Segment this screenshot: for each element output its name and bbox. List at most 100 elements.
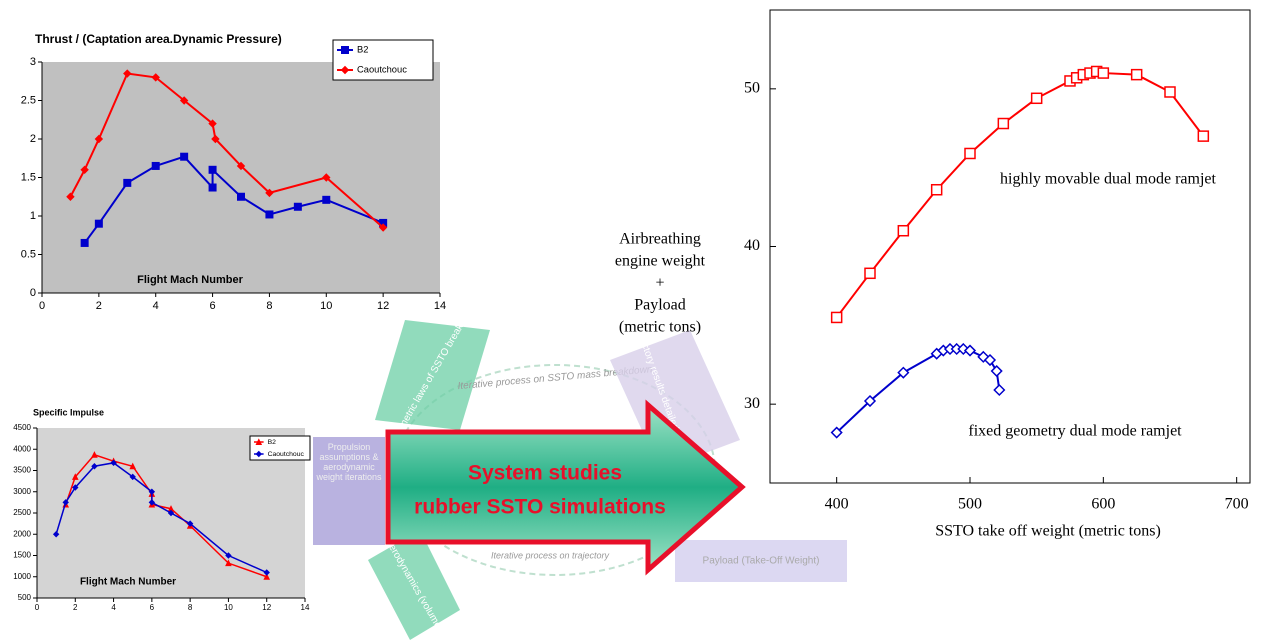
marker: [148, 499, 156, 506]
x-axis-label: Flight Mach Number: [80, 577, 176, 588]
center-arrow: [385, 399, 746, 576]
marker: [322, 173, 331, 182]
legend-box: [332, 39, 434, 81]
marker: [830, 426, 843, 439]
marker: [964, 147, 976, 160]
trajectory-box: [610, 330, 740, 470]
x-tick-label: 12: [377, 300, 389, 312]
chart: 400 500 600 700 30 40 50 SSTO take off weight (…: [615, 9, 1251, 540]
marker: [186, 520, 194, 527]
payload-box: [675, 540, 847, 582]
x-tick-label: 0: [39, 300, 45, 312]
marker: [151, 73, 160, 82]
series-line: [835, 347, 1001, 434]
marker: [1030, 92, 1043, 105]
y-tick-label: 3500: [13, 466, 31, 475]
marker: [71, 473, 79, 480]
marker: [123, 178, 132, 187]
aero-box: [368, 530, 460, 640]
marker: [993, 383, 1006, 397]
y-axis-label: engine weight: [615, 253, 706, 270]
x-tick-label: 400: [825, 496, 849, 513]
marker: [930, 183, 943, 196]
legend-marker: [340, 65, 350, 75]
marker: [123, 69, 132, 78]
annotation: highly movable dual mode ramjet: [1000, 171, 1217, 188]
y-tick-label: 4000: [13, 444, 31, 453]
legend-marker: [255, 438, 263, 445]
marker: [293, 202, 302, 211]
marker: [91, 463, 98, 470]
x-tick-label: 14: [301, 603, 310, 612]
legend-label: B2: [357, 44, 368, 54]
marker: [1097, 67, 1110, 79]
marker: [237, 192, 245, 201]
series-line: [55, 462, 268, 574]
marker: [265, 210, 274, 219]
marker: [1164, 86, 1176, 98]
x-tick-label: 700: [1225, 496, 1249, 513]
y-axis-label: +: [655, 275, 664, 292]
chart: 0 2 4 6 8 10 12 14 500 1000 1500 2000 2500 3000 3500 40…: [13, 407, 311, 612]
marker: [225, 559, 232, 567]
y-tick-label: 2000: [13, 529, 31, 538]
chart-title: Specific Impulse: [33, 407, 104, 417]
parametric-box: [375, 320, 490, 430]
y-tick-label: 4500: [13, 423, 31, 432]
payload-label: Payload (Take-Off Weight): [703, 556, 820, 567]
x-tick-label: 6: [150, 603, 155, 612]
x-tick-label: 0: [35, 603, 40, 612]
marker: [208, 165, 217, 174]
marker: [72, 484, 79, 491]
y-tick-label: 3000: [13, 487, 31, 496]
y-axis-label: (metric tons): [619, 319, 701, 336]
marker: [997, 117, 1010, 130]
y-tick-label: 0: [30, 287, 36, 299]
series-line: [835, 70, 1205, 319]
marker: [1130, 68, 1143, 81]
marker: [990, 364, 1003, 378]
marker: [236, 161, 246, 171]
x-tick-label: 12: [262, 603, 271, 612]
y-tick-label: 0.5: [21, 248, 36, 260]
x-tick-label: 500: [958, 496, 982, 513]
x-tick-label: 14: [434, 300, 446, 312]
marker: [225, 552, 232, 559]
marker: [129, 462, 137, 470]
chart-title: Thrust / (Captation area.Dynamic Pressur…: [35, 32, 282, 46]
marker: [62, 499, 69, 506]
traj-loop-label: Iterative process on trajectory: [491, 550, 610, 560]
legend-marker: [341, 46, 349, 54]
marker: [167, 509, 175, 517]
y-tick-label: 1.5: [21, 171, 36, 183]
x-tick-label: 8: [188, 603, 193, 612]
arrow-line-2: rubber SSTO simulations: [414, 496, 666, 519]
marker: [94, 134, 104, 144]
marker: [963, 344, 977, 357]
annotation: fixed geometry dual mode ramjet: [968, 423, 1182, 440]
marker: [983, 353, 997, 367]
marker: [208, 119, 217, 128]
x-tick-label: 2: [73, 603, 78, 612]
x-tick-label: 4: [111, 603, 116, 612]
y-tick-label: 2500: [13, 508, 31, 517]
x-tick-label: 2: [96, 300, 102, 312]
marker: [52, 531, 60, 538]
plot-frame: [769, 9, 1251, 484]
marker: [378, 223, 388, 232]
marker: [80, 165, 89, 175]
x-tick-label: 8: [266, 300, 272, 312]
marker: [94, 219, 103, 228]
y-tick-label: 1: [30, 210, 36, 222]
y-axis-label: Payload: [634, 297, 686, 314]
diagram: Parametric laws of SSTO breakdown Iterat…: [313, 301, 847, 640]
y-tick-label: 1000: [13, 572, 31, 581]
x-axis-label: SSTO take off weight (metric tons): [935, 523, 1161, 540]
arrow-line-1: System studies: [468, 462, 622, 485]
marker: [265, 188, 274, 198]
marker: [864, 267, 876, 280]
propulsion-box: [313, 437, 385, 545]
x-tick-label: 10: [224, 603, 233, 612]
propulsion-wrap: Propulsion assumptions & aerodynamic wei…: [316, 442, 381, 482]
